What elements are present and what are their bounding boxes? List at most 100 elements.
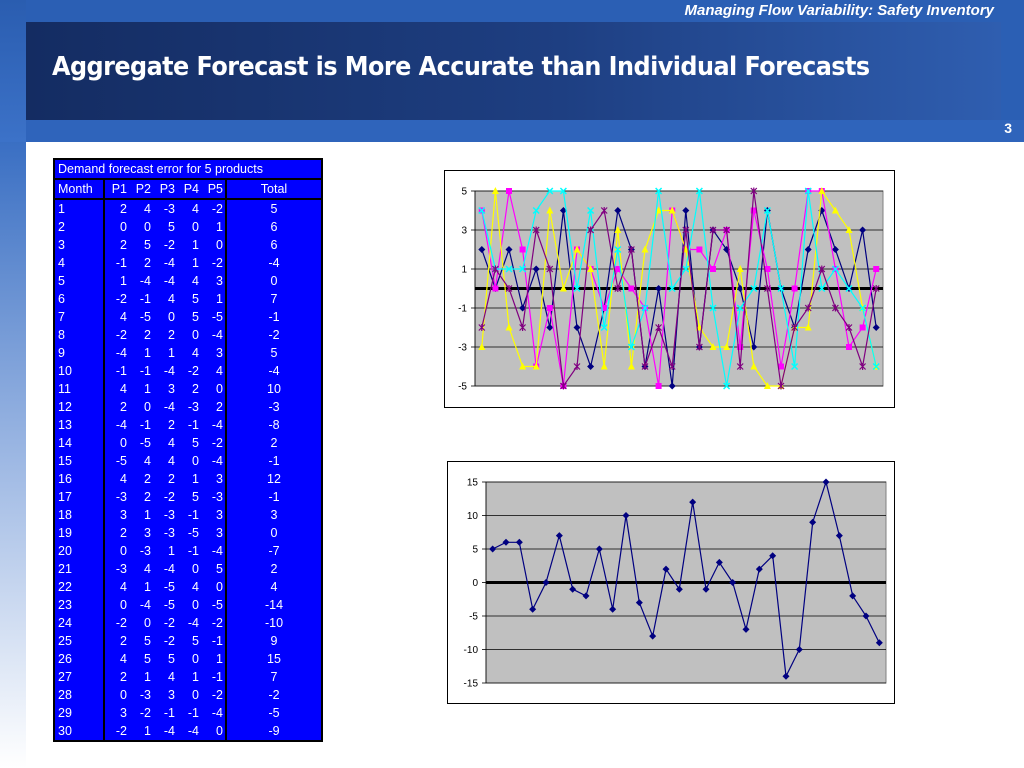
cell-p4: 5	[192, 292, 199, 306]
cell-p3: 4	[168, 454, 175, 468]
individual-chart-y-tick-label: 3	[461, 226, 467, 237]
cell-p4: 0	[192, 598, 199, 612]
aggregate-chart-series-1-point	[755, 565, 763, 573]
column-header-p5: P5	[201, 179, 227, 200]
cell-p1: -4	[115, 346, 127, 360]
cell-p2: 5	[144, 652, 151, 666]
cell-p1: 2	[120, 202, 127, 216]
aggregate-chart-series-1-point	[502, 538, 510, 546]
aggregate-chart-y-tick-label: -10	[464, 645, 479, 656]
cell-p3: 2	[168, 472, 175, 486]
cell-p1: 0	[120, 436, 127, 450]
cell-p5: -1	[201, 668, 227, 686]
aggregate-chart-y-tick-label: 5	[472, 545, 478, 556]
individual-chart-series-2-point	[628, 285, 635, 292]
table-row: 11 4 1 3 2 0 10	[54, 380, 322, 398]
cell-p5: -2	[201, 614, 227, 632]
cell-total: -1	[268, 310, 280, 324]
cell-total: 2	[270, 436, 278, 450]
individual-chart-series-5-point	[804, 304, 812, 312]
individual-chart-series-3-point	[505, 323, 513, 331]
cell-p5: -2	[201, 434, 227, 452]
individual-chart-series-4-point	[859, 304, 867, 312]
individual-chart-series-5-point	[491, 265, 499, 273]
cell-p3: -5	[163, 580, 175, 594]
cell-p5: -1	[201, 632, 227, 650]
table-row: 23 0 -4 -5 0 -5 -14	[54, 596, 322, 614]
individual-chart-series-3-point	[600, 362, 608, 370]
cell-p1: 2	[120, 634, 127, 648]
individual-chart-series-4-point	[791, 362, 799, 371]
individual-chart-series-4-point	[600, 323, 608, 332]
individual-chart-series-5-point	[614, 285, 622, 292]
aggregate-error-chart: 15 10 5 0 -5 -10 -15	[447, 461, 895, 704]
cell-p3: 4	[168, 670, 175, 684]
individual-chart-series-1-point	[804, 246, 812, 253]
cell-p1: 0	[120, 544, 127, 558]
cell-p5: 3	[201, 470, 227, 488]
individual-chart-series-5-point	[818, 265, 826, 273]
individual-chart-series-3-point	[818, 187, 826, 194]
individual-chart-series-5-point	[763, 285, 771, 292]
aggregate-chart-series-1-point	[582, 592, 590, 600]
header-panel	[26, 22, 1001, 120]
individual-chart-series-5-point	[655, 324, 663, 331]
cell-p5: 0	[201, 380, 227, 398]
cell-p3: -3	[163, 508, 175, 522]
cell-month: 13	[54, 416, 105, 434]
aggregate-chart-y-tick-label: -15	[464, 679, 479, 690]
individual-chart-series-5-point	[859, 363, 867, 370]
aggregate-chart-series-1-point	[835, 532, 843, 540]
cell-p4: 4	[192, 274, 199, 288]
cell-p4: 0	[192, 688, 199, 702]
aggregate-chart-series-1-point	[515, 538, 523, 546]
table-row: 4 -1 2 -4 1 -2 -4	[54, 254, 322, 272]
individual-chart-series-3-point	[478, 343, 486, 350]
individual-chart-series-2-point	[846, 344, 852, 350]
table-row: 22 4 1 -5 4 0 4	[54, 578, 322, 596]
cell-month: 20	[54, 542, 105, 560]
cell-p1: 4	[120, 580, 127, 594]
individual-chart-series-5-point	[736, 363, 744, 370]
table-row: 7 4 -5 0 5 -5 -1	[54, 308, 322, 326]
cell-p1: -3	[115, 490, 127, 504]
cell-total: -10	[264, 616, 284, 630]
individual-chart-series-3-line	[481, 189, 877, 387]
cell-total: 5	[270, 202, 278, 216]
cell-total: -4	[268, 256, 280, 270]
cell-p5: -4	[201, 452, 227, 470]
individual-chart-series-4-point	[559, 187, 567, 195]
aggregate-chart-series-1-point	[542, 579, 550, 586]
aggregate-chart-series-1-point	[849, 592, 857, 600]
cell-p1: -2	[115, 292, 127, 306]
individual-chart-series-4-point	[818, 284, 826, 293]
cell-p5: 3	[201, 272, 227, 290]
cell-p5: -4	[201, 704, 227, 722]
individual-chart-series-3-point	[709, 343, 717, 350]
cell-p4: -4	[187, 616, 199, 630]
cell-p4: 1	[192, 238, 199, 252]
individual-chart-series-5-point	[709, 226, 717, 234]
cell-p2: -2	[139, 706, 151, 720]
cell-p5: 5	[201, 560, 227, 578]
cell-p3: -2	[163, 634, 175, 648]
individual-chart-series-4-point	[546, 187, 554, 195]
cell-total: 6	[270, 238, 278, 252]
table-row: 14 0 -5 4 5 -2 2	[54, 434, 322, 452]
individual-chart-series-4-point	[627, 343, 635, 351]
cell-p3: -4	[163, 256, 175, 270]
aggregate-chart-series-1-point	[675, 585, 683, 593]
cell-p5: 3	[201, 524, 227, 542]
table-row: 13 -4 -1 2 -1 -4 -8	[54, 416, 322, 434]
cell-p1: 4	[120, 382, 127, 396]
individual-chart-series-1-point	[831, 246, 839, 253]
aggregate-chart-series-1-point	[729, 579, 737, 586]
table-row: 3 2 5 -2 1 0 6	[54, 236, 322, 254]
individual-chart-series-3-point	[736, 265, 744, 272]
individual-chart-series-3-point	[723, 343, 731, 350]
individual-chart-series-5-point	[587, 226, 595, 234]
individual-chart-series-4-point	[804, 187, 812, 195]
aggregate-error-chart-svg: 15 10 5 0 -5 -10 -15	[464, 478, 887, 690]
individual-chart-series-3-point	[546, 206, 554, 214]
